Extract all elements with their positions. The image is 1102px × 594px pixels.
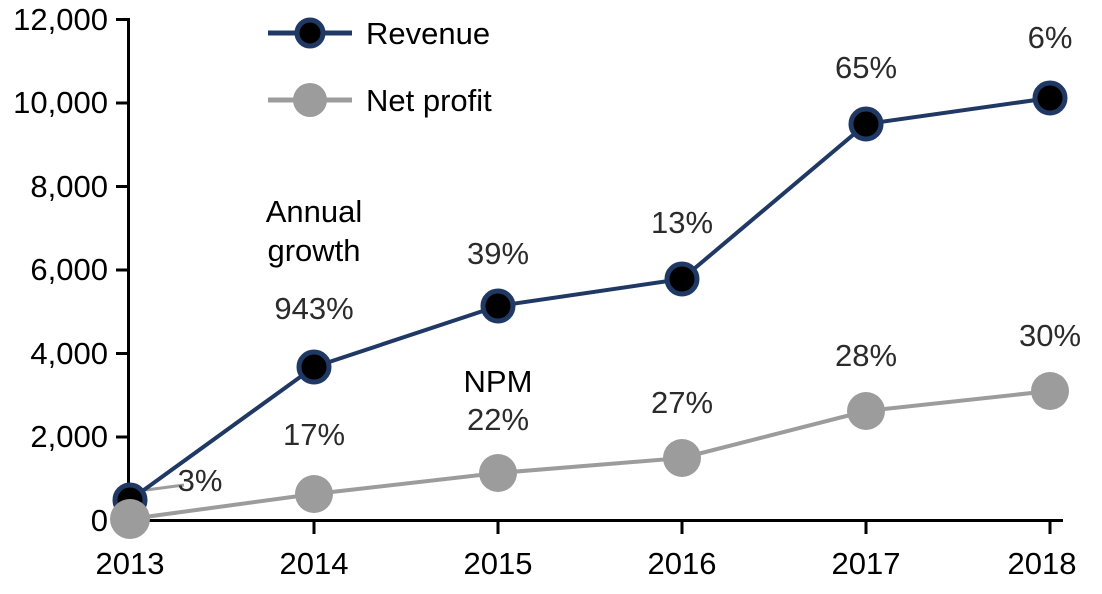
y-tick-label-0: 0	[90, 503, 108, 538]
legend-net-profit-marker-icon	[293, 83, 327, 117]
growth-label-2016: 13%	[650, 205, 714, 240]
growth-label-2017: 65%	[834, 50, 898, 85]
net-profit-marker-2014	[295, 475, 333, 513]
growth-label-2014: 943%	[274, 291, 354, 326]
x-tick-label-2013: 2013	[95, 546, 165, 581]
x-tick-label-2018: 2018	[1007, 546, 1077, 581]
growth-label-2018: 6%	[1027, 20, 1073, 55]
revenue-marker-2017	[848, 106, 884, 142]
npm-label-2015: 22%	[466, 402, 530, 437]
revenue-marker-2015	[480, 288, 516, 324]
revenue-series-line	[128, 96, 1052, 502]
npm-label-2017: 28%	[834, 338, 898, 373]
legend-item-net-profit[interactable]: Net profit	[366, 83, 492, 118]
net-profit-marker-2017	[847, 392, 885, 430]
legend-item-revenue[interactable]: Revenue	[366, 16, 491, 51]
y-tick-label-4000: 4,000	[30, 336, 108, 371]
x-tick-label-2015: 2015	[463, 546, 533, 581]
revenue-marker-2016	[664, 261, 700, 297]
net-profit-series-line	[128, 389, 1052, 521]
growth-label-2015: 39%	[466, 236, 530, 271]
growth-label-2013: 3%	[177, 463, 223, 498]
npm-label-2014: 17%	[282, 417, 346, 452]
x-tick-label-2016: 2016	[647, 546, 717, 581]
leader-line-3pct	[145, 483, 185, 492]
revenue-marker-2018	[1032, 80, 1068, 116]
npm-label-2016: 27%	[650, 385, 714, 420]
y-tick-label-2000: 2,000	[30, 419, 108, 454]
legend-revenue-marker-icon	[294, 17, 326, 49]
y-tick-label-6000: 6,000	[30, 252, 108, 287]
y-tick-label-10000: 10,000	[13, 85, 108, 120]
net-profit-marker-2018	[1031, 372, 1069, 410]
net-profit-marker-2016	[663, 439, 701, 477]
x-tick-label-2017: 2017	[831, 546, 901, 581]
net-profit-marker-2013	[110, 499, 150, 539]
annual-growth-caption-line1: Annual	[265, 194, 363, 229]
y-tick-label-8000: 8,000	[30, 169, 108, 204]
y-tick-label-12000: 12,000	[13, 2, 108, 37]
annual-growth-caption-line2: growth	[267, 233, 361, 268]
npm-label-2018: 30%	[1018, 318, 1082, 353]
net-profit-marker-2015	[479, 454, 517, 492]
revenue-marker-2014	[296, 349, 332, 385]
x-tick-label-2014: 2014	[279, 546, 349, 581]
npm-caption: NPM	[463, 364, 533, 399]
